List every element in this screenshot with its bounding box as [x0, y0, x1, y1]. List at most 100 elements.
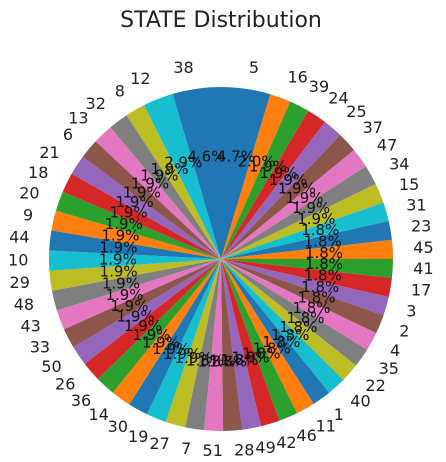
percent-label-51: 1.8% [197, 353, 235, 371]
pie-slice-12 [144, 93, 221, 259]
pie-slices [49, 87, 393, 432]
pie-slice-41 [221, 259, 393, 279]
pie-slice-19 [146, 259, 221, 422]
pie-slice-18 [62, 173, 222, 259]
pie-slice-4 [221, 259, 377, 350]
category-label-32: 32 [86, 94, 106, 113]
pie-slice-24 [221, 110, 325, 259]
pie-slice-26 [84, 259, 222, 380]
category-label-23: 23 [411, 217, 431, 236]
pie-slice-8 [126, 105, 221, 259]
percent-label-39: 1.9% [249, 158, 287, 176]
category-label-43: 43 [20, 317, 40, 336]
percent-label-25: 1.9% [269, 171, 307, 189]
pie-slice-20 [55, 191, 221, 259]
percent-label-26: 1.9% [124, 317, 162, 335]
percent-label-50: 1.9% [117, 308, 155, 326]
percent-label-1: 1.8% [262, 333, 300, 351]
percent-label-20: 1.9% [105, 215, 143, 233]
chart-title: STATE Distribution [120, 8, 322, 33]
percent-label-35: 1.8% [286, 309, 324, 327]
pie-slice-34 [221, 166, 376, 259]
category-label-15: 15 [399, 175, 419, 194]
pie-slice-14 [112, 259, 221, 405]
percent-label-27: 1.9% [175, 349, 213, 367]
pie-slice-38 [172, 87, 221, 259]
percent-label-36: 1.9% [132, 326, 170, 344]
category-label-5: 5 [249, 58, 259, 77]
percent-label-33: 1.9% [110, 297, 148, 315]
category-label-33: 33 [30, 337, 50, 356]
percent-label-44: 1.9% [99, 238, 137, 256]
percent-label-43: 1.9% [105, 286, 143, 304]
percent-label-2: 1.8% [297, 289, 335, 307]
pie-slice-25 [221, 122, 341, 259]
category-labels: 516 3924253747341531234541173243522401114… [8, 58, 434, 460]
pie-slice-46 [221, 259, 297, 421]
percent-label-37: 1.9% [278, 180, 316, 198]
category-label-3: 3 [406, 301, 416, 320]
percent-label-9: 1.9% [101, 226, 139, 244]
pie-slice-21 [71, 156, 221, 259]
pie-slice-10 [49, 250, 221, 271]
category-label-36: 36 [71, 391, 91, 410]
percent-label-48: 1.9% [102, 275, 140, 293]
percent-label-7: 1.8% [186, 352, 224, 370]
category-label-11: 11 [316, 416, 336, 435]
category-label-48: 48 [14, 295, 34, 314]
pie-slice-47 [221, 149, 366, 259]
category-label-21: 21 [39, 143, 59, 162]
percent-label-16: 2.0% [238, 153, 276, 171]
category-label-45: 45 [413, 238, 433, 257]
percent-label-11: 1.8% [253, 339, 291, 357]
category-label-34: 34 [389, 154, 409, 173]
pie-slice-13 [95, 127, 221, 259]
pie-slice-27 [165, 259, 221, 428]
pie-slice-16 [221, 94, 291, 260]
percent-label-14: 1.9% [142, 333, 180, 351]
percent-label-22: 1.8% [279, 318, 317, 336]
percent-label-23: 1.8% [304, 232, 342, 250]
category-label-47: 47 [377, 135, 397, 154]
category-label-30: 30 [108, 417, 128, 436]
category-label-41: 41 [413, 259, 433, 278]
category-label-6: 6 [63, 125, 73, 144]
percent-label-29: 1.9% [100, 263, 138, 281]
percent-label-49: 1.8% [220, 351, 258, 369]
pie-slice-32 [110, 115, 221, 259]
category-label-31: 31 [406, 196, 426, 215]
category-label-2: 2 [399, 322, 409, 341]
pie-slice-29 [49, 259, 222, 291]
pie-slice-49 [221, 259, 262, 430]
category-label-42: 42 [276, 433, 296, 452]
category-label-35: 35 [379, 359, 399, 378]
pie-slice-28 [221, 259, 243, 431]
percent-label-32: 1.9% [140, 167, 178, 185]
pie-slice-17 [221, 259, 392, 297]
category-label-8: 8 [115, 82, 125, 101]
percent-label-34: 1.9% [292, 199, 330, 217]
pie-slice-15 [221, 183, 384, 259]
category-label-40: 40 [350, 391, 370, 410]
percent-labels: 4.7%2.0%1.9%1.9%1.9%1.9%1.9%1.9%1.9%1.8%… [99, 147, 343, 370]
percent-label-38: 4.6% [187, 147, 225, 165]
category-label-14: 14 [88, 405, 108, 424]
pie-slice-33 [63, 259, 221, 348]
category-label-19: 19 [128, 427, 148, 446]
percent-label-10: 1.9% [99, 251, 137, 269]
pie-slice-48 [51, 259, 222, 311]
pie-slice-50 [73, 259, 221, 364]
percent-label-3: 1.8% [301, 278, 339, 296]
pie-slice-40 [221, 259, 344, 393]
pie-slice-22 [221, 259, 357, 380]
percent-label-12: 2.9% [164, 153, 202, 171]
percent-label-40: 1.8% [271, 326, 309, 344]
category-label-16: 16 [288, 68, 308, 87]
category-label-29: 29 [10, 273, 30, 292]
pie-slice-51 [204, 259, 224, 432]
percent-label-30: 1.9% [152, 340, 190, 358]
category-label-51: 51 [203, 441, 223, 460]
pie-slice-39 [221, 101, 309, 259]
category-label-27: 27 [149, 434, 169, 453]
pie-slice-45 [221, 239, 393, 259]
